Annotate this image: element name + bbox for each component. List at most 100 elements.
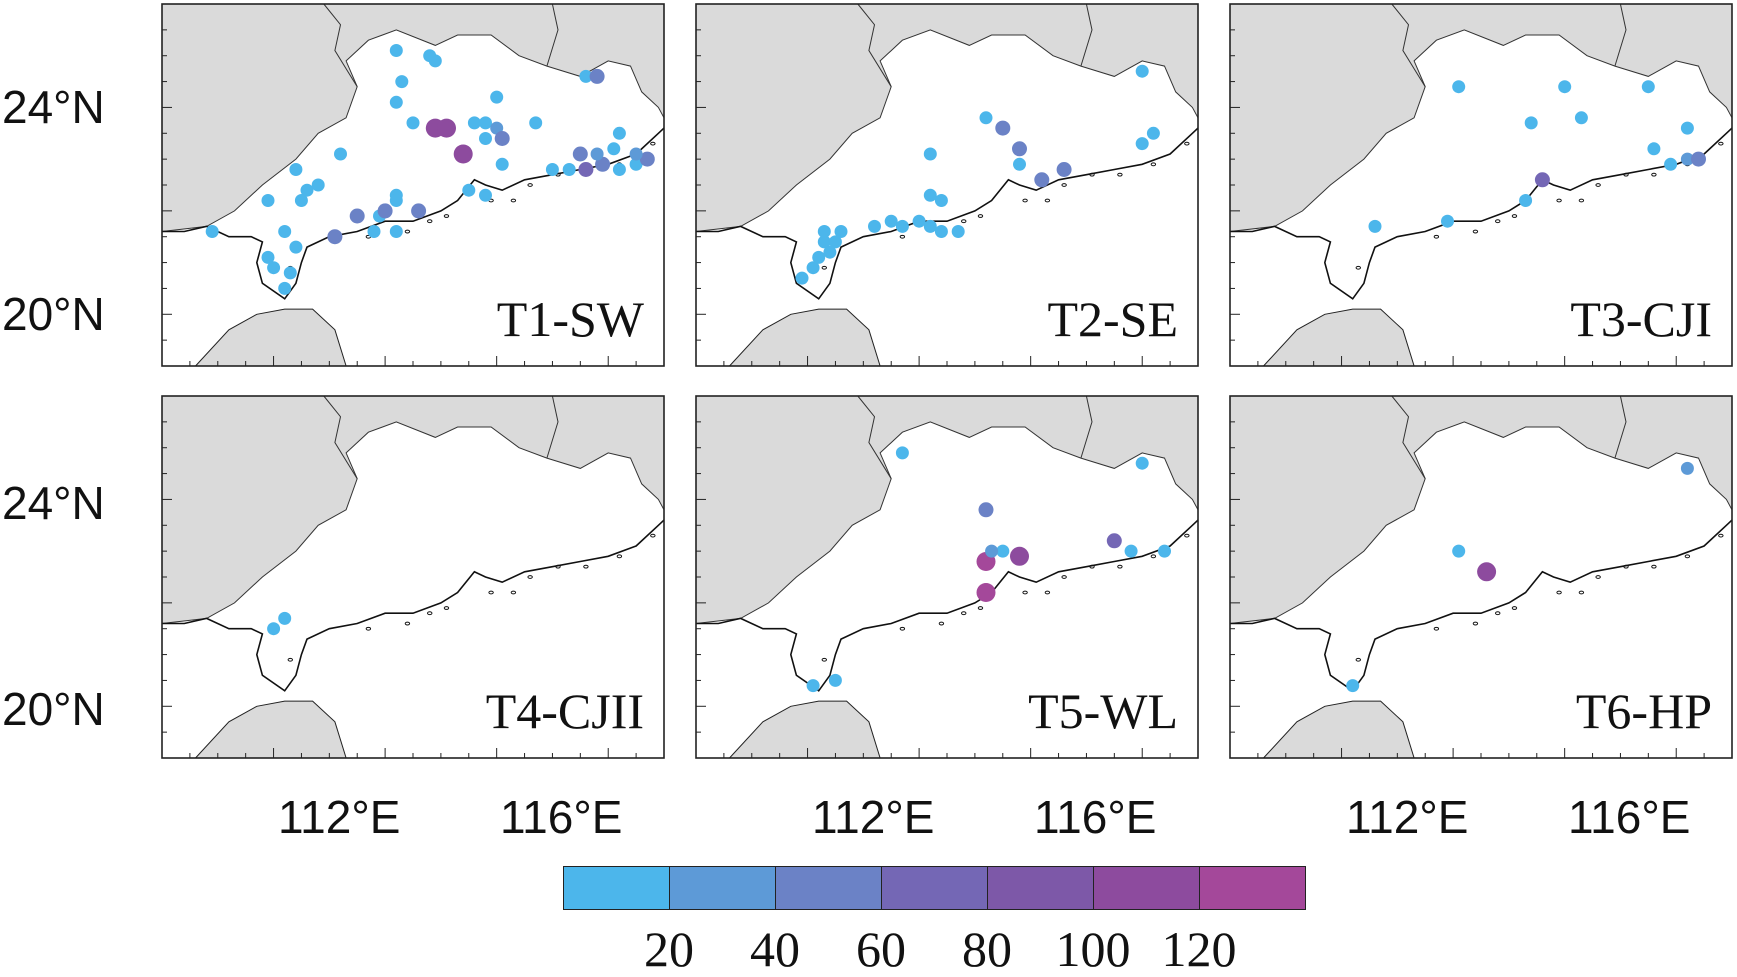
province-border-2 xyxy=(1614,3,1627,67)
station-marker xyxy=(289,163,303,176)
island xyxy=(1718,141,1724,146)
station-marker xyxy=(817,235,831,249)
island xyxy=(1089,564,1095,569)
province-border-1 xyxy=(323,3,358,87)
station-marker xyxy=(934,225,948,238)
station-marker xyxy=(1691,151,1706,167)
province-border-2 xyxy=(1080,3,1093,67)
island xyxy=(1089,172,1095,177)
coastline xyxy=(1230,519,1733,692)
station-marker xyxy=(823,245,837,259)
station-marker xyxy=(261,194,275,207)
island xyxy=(1472,621,1479,626)
island xyxy=(1150,162,1157,167)
station-marker xyxy=(612,126,626,140)
hainan-island xyxy=(728,308,881,367)
station-marker xyxy=(868,219,881,233)
province-border-2 xyxy=(1614,395,1627,459)
province-border-2 xyxy=(546,395,559,459)
panel-t6-hp: T6-HP xyxy=(1229,395,1733,759)
station-marker xyxy=(437,118,456,138)
coastline xyxy=(1230,127,1733,300)
station-marker xyxy=(389,44,403,57)
neighbor-land xyxy=(1230,396,1732,624)
station-marker xyxy=(923,188,937,202)
station-marker xyxy=(612,163,626,176)
map-t1-sw xyxy=(161,3,665,367)
station-marker xyxy=(1441,214,1454,228)
island xyxy=(1061,575,1067,579)
station-marker xyxy=(1680,152,1694,166)
station-marker xyxy=(1124,544,1138,558)
station-marker xyxy=(377,203,393,219)
station-marker xyxy=(828,235,842,249)
station-marker xyxy=(951,225,965,238)
map-t2-se xyxy=(695,3,1199,367)
panel-t4-cjii: T4-CJII xyxy=(161,395,665,759)
station-marker xyxy=(1135,456,1149,470)
island xyxy=(1117,172,1123,177)
station-marker xyxy=(311,178,325,192)
province-border-1 xyxy=(1391,3,1426,87)
station-marker xyxy=(267,261,281,275)
lat-label-20n-row1: 20°N xyxy=(2,288,105,340)
island xyxy=(1184,533,1190,538)
station-marker xyxy=(1452,544,1466,558)
station-marker xyxy=(467,116,481,130)
panel-t5-wl: T5-WL xyxy=(695,395,1199,759)
island xyxy=(1433,626,1440,631)
island xyxy=(1511,214,1518,218)
station-marker xyxy=(278,611,292,625)
panel-label-t3-cji: T3-CJI xyxy=(1570,291,1712,347)
island xyxy=(650,533,656,538)
island xyxy=(1472,229,1479,234)
island xyxy=(977,214,984,218)
panel-label-t4-cjii: T4-CJII xyxy=(485,683,644,739)
station-marker xyxy=(1534,172,1550,188)
station-marker xyxy=(261,250,275,264)
station-marker xyxy=(1574,111,1588,125)
island xyxy=(404,621,411,626)
colorbar: 20 40 60 80 100 120 xyxy=(563,866,1306,974)
island xyxy=(1355,657,1361,662)
panel-label-t2-se: T2-SE xyxy=(1047,291,1178,347)
neighbor-land xyxy=(162,396,664,624)
island xyxy=(1044,590,1051,595)
station-marker xyxy=(1013,157,1026,171)
station-marker xyxy=(1135,137,1149,151)
station-marker xyxy=(976,583,996,602)
province-outline xyxy=(1229,421,1733,624)
station-marker xyxy=(1452,80,1466,94)
island xyxy=(1684,554,1691,559)
station-marker xyxy=(884,214,898,228)
station-marker xyxy=(1158,544,1171,558)
station-marker xyxy=(267,622,281,636)
colorbar-cell xyxy=(1093,866,1200,910)
province-border-1 xyxy=(857,3,892,87)
station-marker xyxy=(462,183,476,197)
station-marker xyxy=(1558,80,1572,94)
lon-label-116e-col2: 116°E xyxy=(1034,791,1157,843)
hainan-island xyxy=(194,700,347,759)
station-marker xyxy=(494,131,510,146)
island xyxy=(1022,590,1028,595)
station-marker xyxy=(411,203,427,219)
island xyxy=(488,590,494,595)
colorbar-tick-label: 60 xyxy=(856,921,906,977)
station-marker xyxy=(389,95,403,109)
province-border-1 xyxy=(857,395,892,479)
island xyxy=(404,229,411,234)
station-marker xyxy=(590,147,604,161)
station-marker xyxy=(578,162,594,177)
station-marker xyxy=(1010,546,1029,566)
station-marker xyxy=(895,219,909,233)
station-marker xyxy=(1524,116,1538,130)
colorbar-tick-label: 20 xyxy=(644,921,694,977)
lat-label-24n-row1: 24°N xyxy=(2,81,105,133)
station-marker xyxy=(334,147,347,161)
province-border-1 xyxy=(1391,395,1426,479)
island xyxy=(1495,219,1501,224)
station-marker xyxy=(278,225,292,238)
island xyxy=(1595,575,1601,579)
